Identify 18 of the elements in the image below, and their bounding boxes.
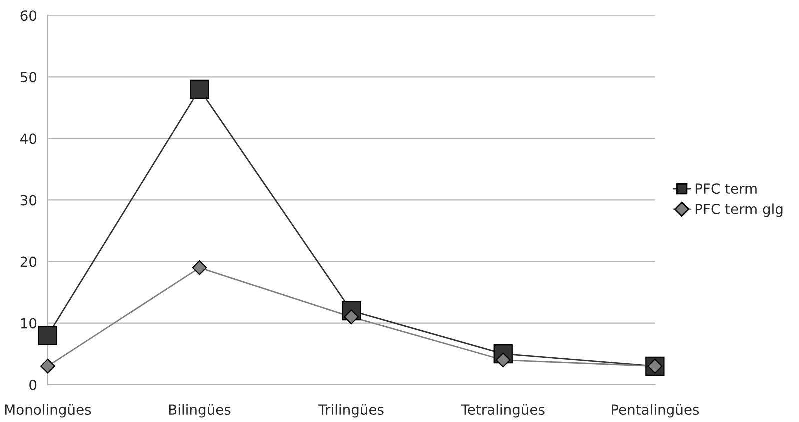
legend-label: PFC term	[696, 184, 757, 194]
x-tick-label: Pentalingües	[612, 404, 700, 418]
x-tick-label: Bilingües	[169, 404, 231, 418]
x-tick-label: Trilingües	[318, 404, 384, 418]
x-tick-label: Tetralingües	[461, 404, 545, 418]
legend-label: PFC term glg	[696, 204, 783, 218]
point	[38, 326, 58, 346]
point	[40, 358, 56, 374]
x-tick-label: Monolingües	[5, 404, 92, 418]
y-tick-label: 40	[20, 134, 37, 144]
y-tick-label: 10	[21, 318, 37, 329]
point	[190, 80, 210, 100]
y-tick-label: 20	[20, 256, 37, 268]
y-tick-label: 50	[20, 72, 37, 83]
y-tick-label: 0	[30, 380, 37, 390]
y-tick-label: 60	[20, 10, 37, 22]
y-tick-label: 30	[20, 195, 37, 206]
point	[192, 260, 208, 276]
